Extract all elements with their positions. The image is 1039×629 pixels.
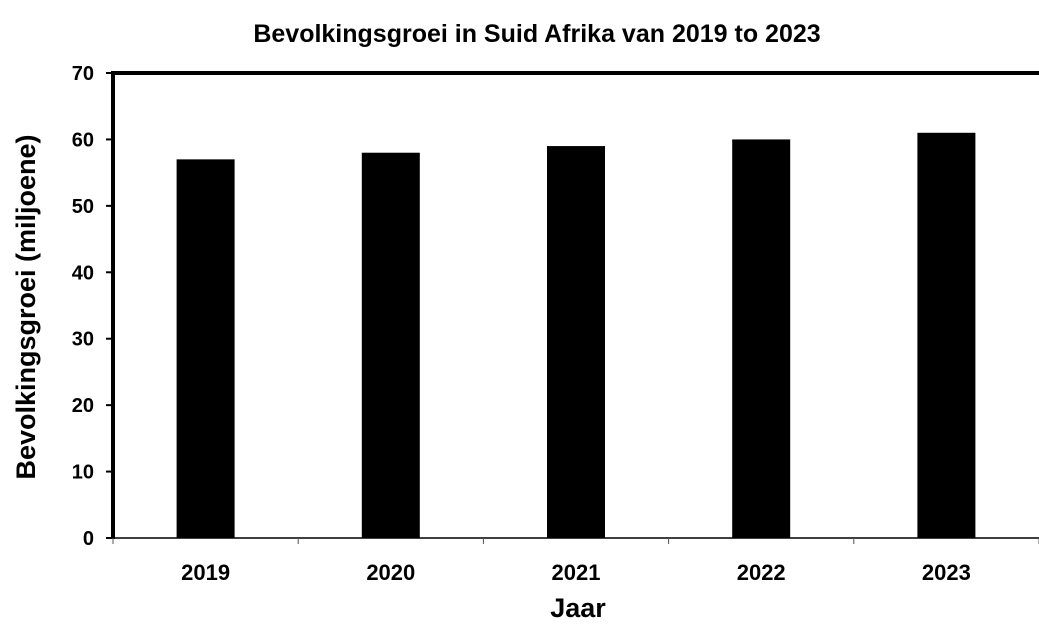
x-tick-label: 2021 [552,560,601,585]
plot-area: 0 10 20 30 40 50 60 70 2019 2020 2021 2022 2023 [72,63,1039,585]
x-tick-label: 2020 [366,560,415,585]
y-tick-label: 10 [72,462,94,484]
y-tick-label: 20 [72,395,94,417]
y-tick-label: 60 [72,129,94,151]
bar-2023 [917,132,976,539]
chart-title: Bevolkingsgroei in Suid Afrika van 2019 … [253,20,820,48]
bar-2021 [547,146,605,539]
y-tick-label: 50 [72,196,94,218]
bar-2019 [176,159,235,538]
x-tick-label: 2023 [922,560,971,585]
y-tick-label: 0 [83,528,94,550]
x-axis-label: Jaar [550,593,606,623]
bar-2020 [361,152,420,538]
x-tick-label: 2022 [737,560,786,585]
x-tick-label: 2019 [181,560,230,585]
y-tick-label: 40 [72,262,94,284]
y-tick-label: 30 [72,329,94,351]
bar-2022 [732,139,791,538]
y-axis-label: Bevolkingsgroei (miljoene) [11,134,41,479]
y-tick-label: 70 [72,63,94,85]
